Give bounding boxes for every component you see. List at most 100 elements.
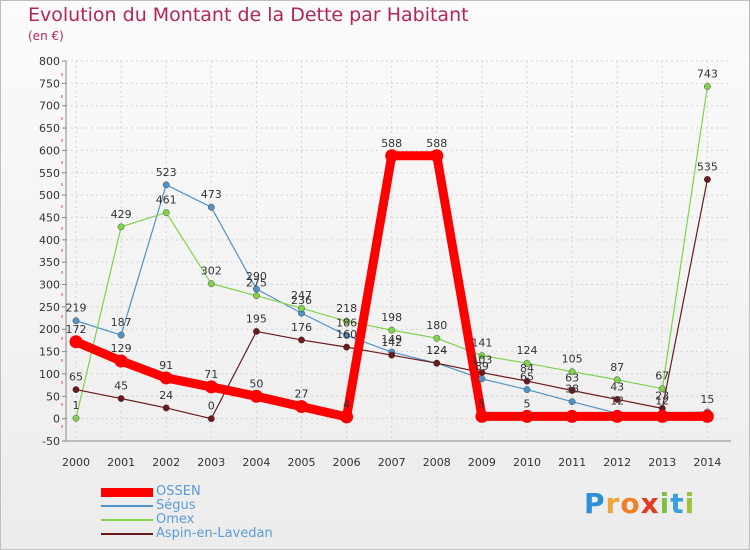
x-tick-label: 2012 (603, 456, 631, 469)
data-point (520, 409, 534, 423)
data-label: 24 (159, 389, 173, 402)
y-tick-label: 800 (39, 55, 60, 68)
data-point (204, 380, 218, 394)
legend-label: OSSEN (156, 484, 201, 499)
data-label: 523 (156, 166, 177, 179)
data-point (523, 377, 531, 385)
legend-item-segus[interactable]: Ségus (101, 499, 273, 513)
logo-letter: r (605, 487, 621, 520)
data-point (162, 209, 170, 216)
data-label: 23 (655, 389, 669, 402)
data-point (568, 387, 576, 394)
data-point (704, 83, 711, 90)
data-label: 142 (381, 336, 402, 349)
proxiti-logo: Proxiti (584, 487, 695, 520)
data-point (252, 292, 260, 300)
data-label: 176 (291, 321, 312, 334)
data-point (207, 280, 215, 288)
data-label: 172 (66, 323, 87, 336)
data-label: 124 (426, 344, 447, 357)
y-tick-label: 400 (39, 234, 60, 247)
data-label: 218 (336, 302, 357, 315)
data-point (298, 304, 305, 312)
data-label: 63 (565, 371, 579, 384)
x-tick-label: 2002 (152, 456, 180, 469)
data-label: 12 (655, 394, 669, 407)
data-label: 38 (565, 383, 579, 396)
data-point (613, 396, 621, 403)
logo-letter: x (640, 487, 660, 520)
data-point (343, 332, 350, 339)
data-point (207, 203, 215, 211)
legend-swatch-aspin (101, 533, 153, 535)
data-label: 5 (478, 397, 485, 410)
data-label: 43 (610, 380, 624, 393)
legend-item-ossen[interactable]: OSSEN (101, 485, 273, 499)
data-label: 461 (156, 194, 177, 207)
legend-item-aspin[interactable]: Aspin-en-Lavedan (101, 527, 273, 541)
data-label: 195 (246, 312, 267, 325)
data-point (613, 376, 621, 384)
data-point (69, 335, 83, 349)
legend-label: Omex (156, 512, 195, 527)
data-point (207, 415, 215, 423)
legend-item-omex[interactable]: Omex (101, 513, 273, 527)
data-point (704, 176, 711, 183)
data-label: 236 (291, 294, 312, 307)
data-label: 124 (426, 344, 447, 357)
x-tick-label: 2008 (423, 456, 451, 469)
y-tick-label: 750 (39, 77, 60, 90)
data-label: 186 (336, 316, 357, 329)
data-point (249, 389, 263, 403)
logo-letter: P (584, 487, 606, 520)
data-label: 588 (381, 137, 402, 150)
data-label: 588 (426, 137, 447, 150)
x-tick-label: 2010 (513, 456, 541, 469)
data-label: 149 (381, 333, 402, 346)
data-label: 15 (700, 393, 714, 406)
data-label: 160 (336, 328, 357, 341)
data-label: 84 (520, 362, 534, 375)
x-tick-label: 2005 (288, 456, 316, 469)
data-point (388, 351, 396, 359)
data-label: 1 (73, 399, 80, 412)
y-tick-label: 600 (39, 144, 60, 157)
legend-swatch-omex (101, 519, 153, 521)
y-tick-label: 300 (39, 279, 60, 292)
data-label: 473 (201, 188, 222, 201)
data-point (430, 149, 444, 163)
y-tick-label: 250 (39, 301, 60, 314)
data-label: 50 (249, 377, 263, 390)
y-tick-label: -50 (42, 435, 60, 448)
legend-swatch-ossen (101, 487, 153, 497)
data-point (388, 326, 396, 334)
legend-swatch-segus (101, 505, 153, 507)
data-point (343, 343, 350, 351)
legend-label: Ségus (156, 498, 196, 513)
x-tick-label: 2004 (242, 456, 270, 469)
y-tick-label: 700 (39, 100, 60, 113)
logo-letter: o (620, 487, 641, 520)
data-label: 180 (426, 319, 447, 332)
data-point (523, 359, 531, 367)
data-label: 89 (475, 360, 489, 373)
x-tick-label: 2014 (693, 456, 721, 469)
logo-letter: i (659, 487, 671, 520)
data-label: 4 (343, 398, 350, 411)
x-tick-label: 2007 (378, 456, 406, 469)
data-point (298, 336, 305, 344)
y-tick-label: 100 (39, 368, 60, 381)
data-point (655, 409, 669, 423)
y-tick-label: 0 (53, 413, 60, 426)
y-tick-label: 350 (39, 256, 60, 269)
data-point (343, 317, 350, 325)
data-point (252, 285, 260, 293)
data-label: 65 (520, 371, 534, 384)
data-point (114, 354, 128, 368)
data-point (162, 181, 170, 189)
y-tick-label: 200 (39, 323, 60, 336)
x-tick-label: 2003 (197, 456, 225, 469)
